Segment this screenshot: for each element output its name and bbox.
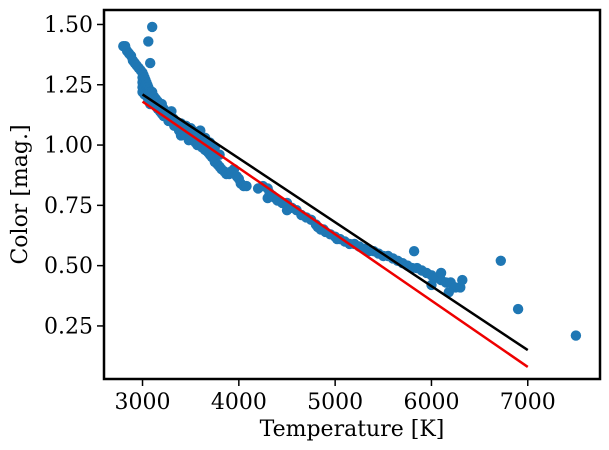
y-tick-label-4: 1.25: [44, 73, 93, 98]
y-tick-label-3: 1.00: [44, 134, 93, 159]
x-tick-label-0: 3000: [115, 390, 171, 415]
data-point-170: [147, 21, 158, 33]
data-point-168: [145, 57, 156, 69]
fit-lines: [141, 93, 529, 368]
data-point-153: [408, 246, 420, 257]
fit-line-red: [141, 100, 529, 368]
data-point-112: [241, 180, 252, 192]
y-tick-label-1: 0.50: [44, 254, 93, 279]
data-point-173: [570, 330, 582, 341]
data-point-169: [143, 36, 154, 47]
plot-frame: [102, 8, 602, 381]
y-tick-label-0: 0.25: [44, 314, 93, 339]
data-point-172: [512, 303, 524, 315]
data-point-164: [457, 274, 468, 286]
y-axis-ticks: 0.25 0.50 0.75 1.00 1.25 1.50: [44, 13, 104, 339]
x-axis-label: Temperature [K]: [260, 417, 445, 442]
x-tick-label-3: 6000: [403, 390, 459, 415]
x-tick-label-4: 7000: [500, 390, 556, 415]
y-axis-label: Color [mag.]: [8, 124, 33, 264]
plot-marks: [118, 21, 582, 341]
data-point-167: [435, 267, 447, 279]
fit-line-black: [141, 93, 529, 352]
x-tick-label-1: 4000: [211, 390, 267, 415]
y-tick-label-5: 1.50: [44, 13, 93, 38]
y-tick-label-2: 0.75: [44, 194, 93, 219]
x-axis-ticks: 3000 4000 5000 6000 7000: [115, 379, 556, 415]
x-tick-label-2: 5000: [307, 390, 363, 415]
data-point-171: [495, 255, 506, 266]
